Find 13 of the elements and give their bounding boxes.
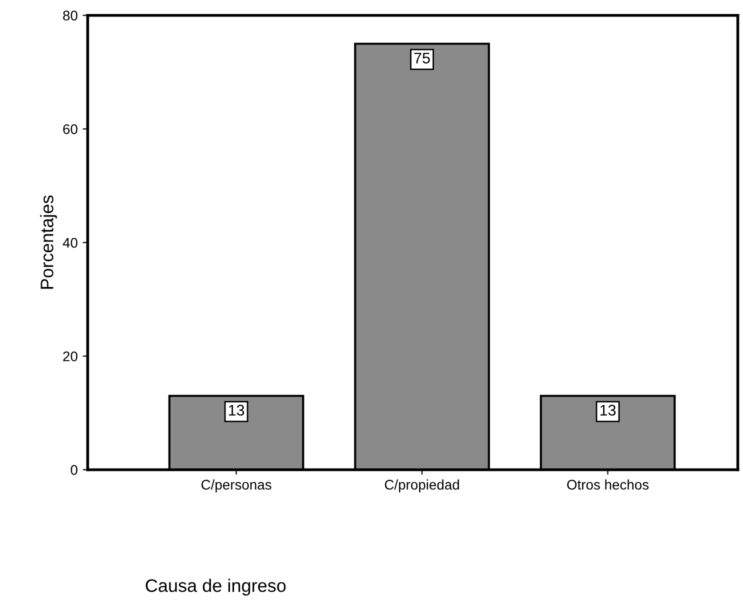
y-tick-label: 60 bbox=[63, 124, 78, 134]
y-axis-title: Porcentajes bbox=[40, 196, 57, 289]
data-label: 13 bbox=[228, 404, 244, 416]
y-tick-label: 20 bbox=[63, 351, 78, 362]
x-axis-title: Causa de ingreso bbox=[146, 578, 286, 596]
y-tick-label: 40 bbox=[62, 238, 78, 248]
x-tick-label: Otros hechos bbox=[567, 479, 649, 490]
data-label: 75 bbox=[414, 52, 430, 64]
x-tick-label: C/propiedad bbox=[384, 479, 459, 492]
y-tick-label: 0 bbox=[70, 465, 78, 475]
data-label: 13 bbox=[600, 404, 616, 416]
y-tick-label: 80 bbox=[63, 10, 78, 21]
x-tick-label: C/personas bbox=[201, 479, 272, 492]
